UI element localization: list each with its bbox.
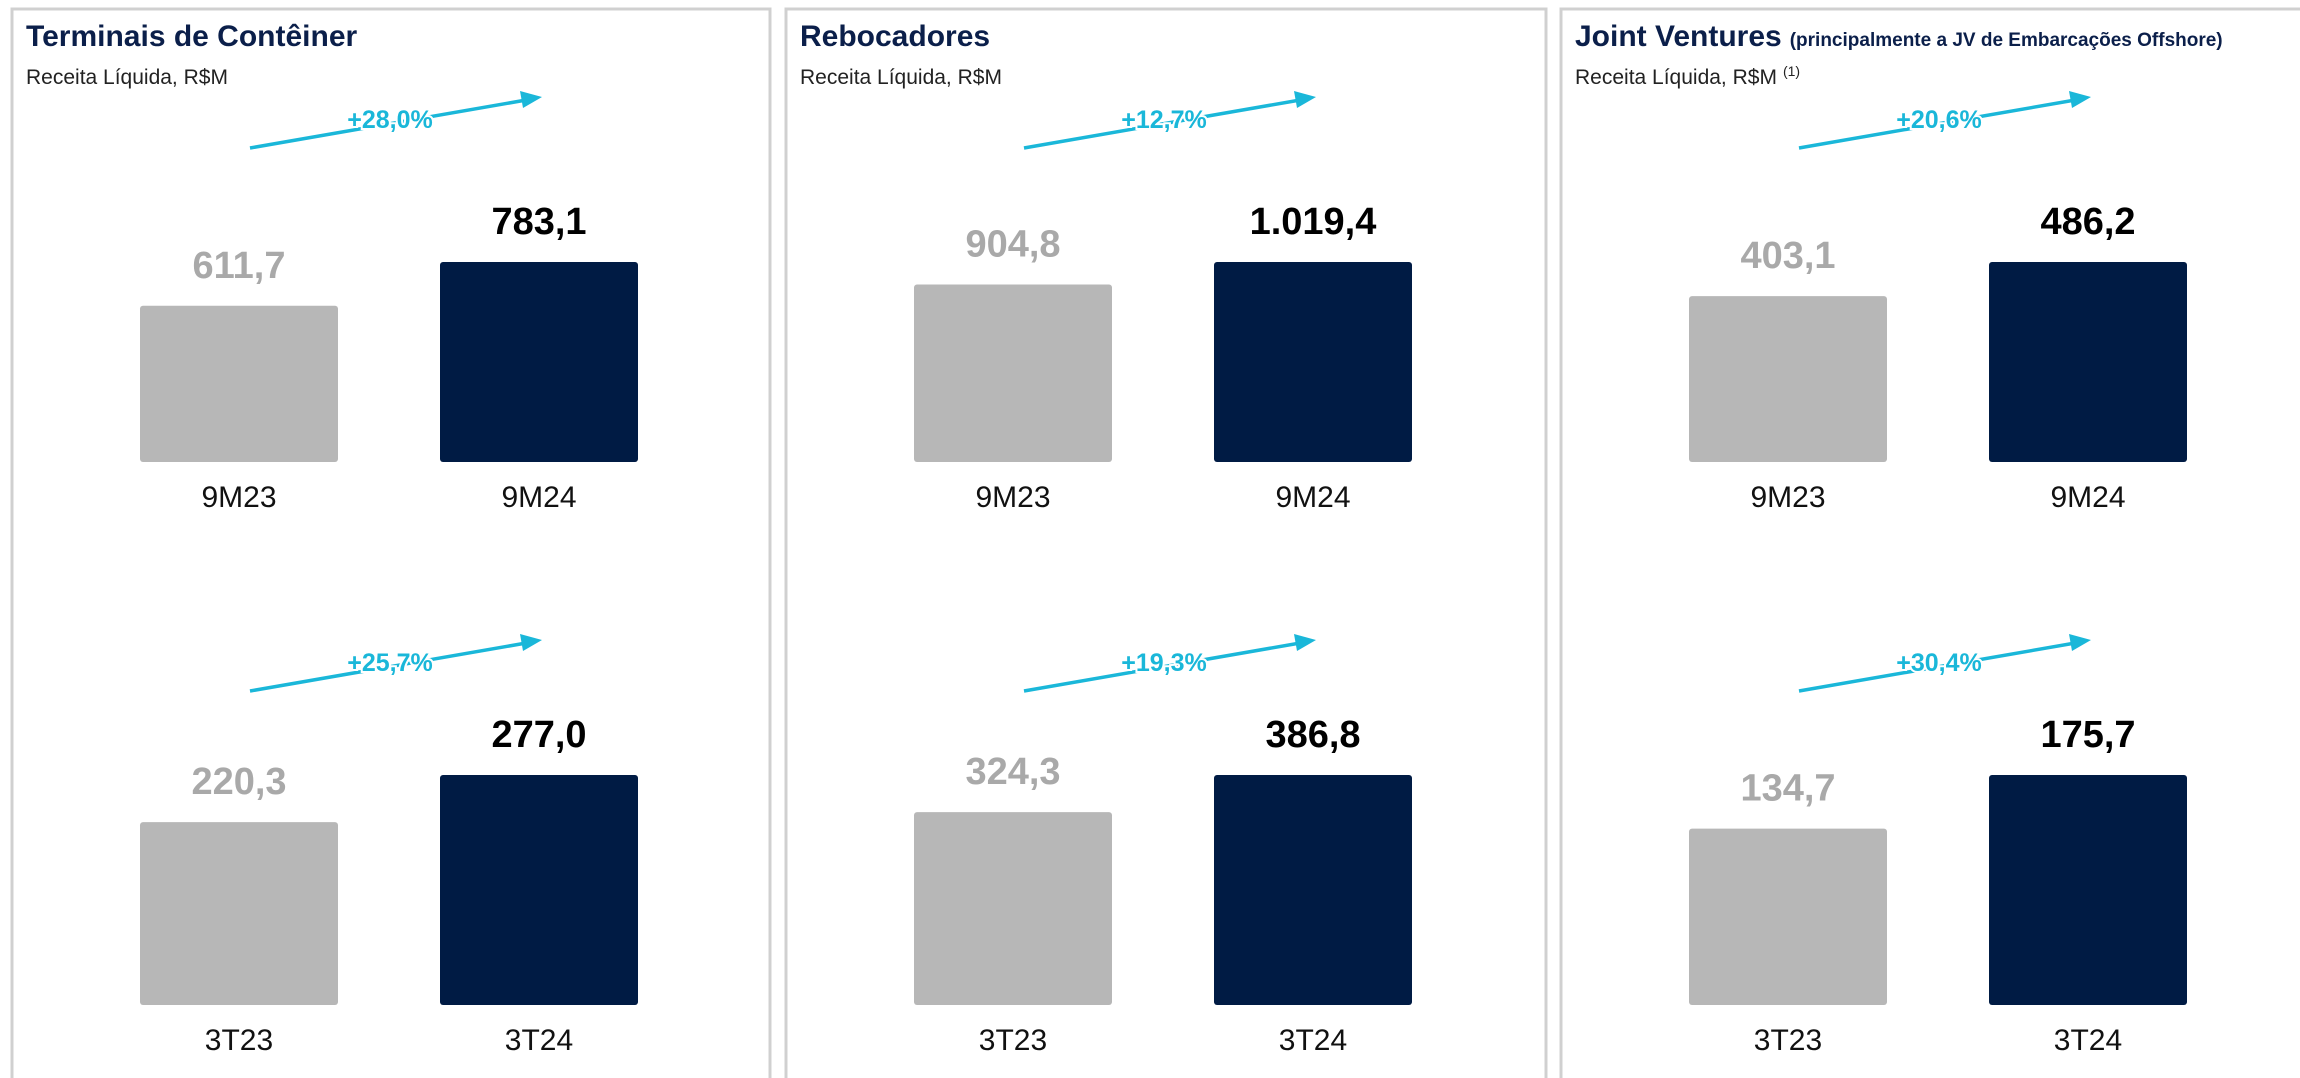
growth-label: +12,7% [1121,106,1207,134]
bar [140,822,338,1005]
value-label: 175,7 [2040,714,2135,756]
x-tick-label: 3T23 [1754,1024,1822,1057]
arrow-head [1294,91,1316,108]
panel-subtitle: Receita Líquida, R$M (1) [1575,63,1800,89]
bar [440,262,638,462]
value-label: 611,7 [193,245,286,287]
value-label: 783,1 [491,201,586,243]
title-text: Joint Ventures [1575,20,1782,53]
panel-title: Joint Ventures (principalmente a JV de Em… [1575,20,2223,53]
x-tick-label: 3T24 [505,1024,573,1057]
value-label: 220,3 [191,761,286,803]
bar [1214,775,1412,1005]
title-text: Terminais de Contêiner [26,20,358,53]
bar [1989,262,2187,462]
panel [10,7,772,1078]
title-note: (principalmente a JV de Embarcações Offs… [1790,30,2223,51]
value-label: 904,8 [965,223,1060,265]
value-label: 403,1 [1740,235,1835,277]
bar [440,775,638,1005]
subtitle-note: (1) [1783,63,1800,79]
x-tick-label: 3T23 [979,1024,1047,1057]
value-label: 324,3 [965,751,1060,793]
panel-title: Terminais de Contêiner [26,20,358,53]
panel [784,7,1548,1078]
x-tick-label: 3T24 [1279,1024,1347,1057]
bar [1989,775,2187,1005]
panel-subtitle: Receita Líquida, R$M [800,66,1002,89]
growth-label: +20,6% [1896,106,1982,134]
bar [1689,296,1887,462]
subtitle-text: Receita Líquida, R$M [800,66,1002,89]
growth-label: +25,7% [347,649,433,677]
growth-label: +19,3% [1121,649,1207,677]
arrow-head [520,634,542,651]
arrow-head [2069,634,2091,651]
x-tick-label: 9M23 [201,481,276,514]
growth-arrow [249,97,533,150]
x-tick-label: 9M24 [2050,481,2125,514]
bar [914,284,1112,462]
value-label: 486,2 [2040,201,2135,243]
bar [914,812,1112,1005]
x-tick-label: 9M23 [975,481,1050,514]
subtitle-text: Receita Líquida, R$M [1575,66,1777,89]
growth-arrow [1798,97,2082,150]
value-label: 1.019,4 [1250,201,1377,243]
growth-label: +28,0% [347,106,433,134]
arrow-head [2069,91,2091,108]
bar [1214,262,1412,462]
bar [140,305,338,462]
value-label: 386,8 [1265,714,1360,756]
panel-subtitle: Receita Líquida, R$M [26,66,228,89]
bar [1689,828,1887,1005]
subtitle-text: Receita Líquida, R$M [26,66,228,89]
title-text: Rebocadores [800,20,990,53]
x-tick-label: 3T23 [205,1024,273,1057]
x-tick-label: 9M24 [501,481,576,514]
value-label: 277,0 [491,714,586,756]
growth-label: +30,4% [1896,649,1982,677]
growth-arrow [1023,97,1307,150]
x-tick-label: 9M24 [1275,481,1350,514]
growth-arrow [1023,640,1307,693]
growth-arrow [249,640,533,693]
panel [1559,7,2300,1078]
value-label: 134,7 [1740,768,1835,810]
growth-arrow [1798,640,2082,693]
x-tick-label: 3T24 [2054,1024,2122,1057]
panel-title: Rebocadores [800,20,990,53]
arrow-head [520,91,542,108]
x-tick-label: 9M23 [1750,481,1825,514]
arrow-head [1294,634,1316,651]
